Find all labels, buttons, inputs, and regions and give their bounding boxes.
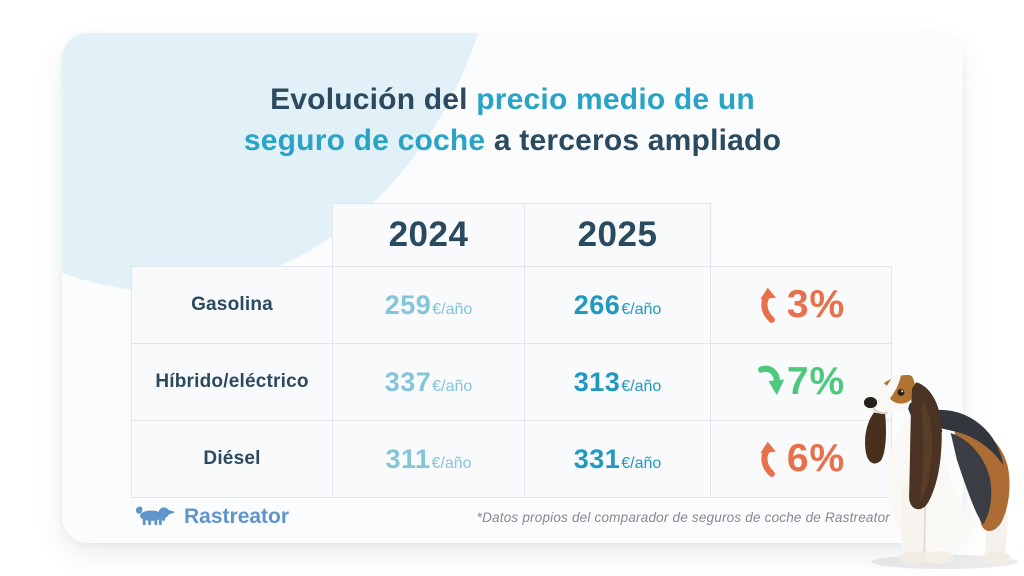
price-2024-cell: 311€/año	[332, 420, 525, 498]
trend-up-icon	[760, 441, 776, 477]
year-header-2025: 2025	[524, 203, 711, 267]
card-footer: Rastreator *Datos propios del comparador…	[133, 499, 890, 535]
header-spacer	[711, 204, 892, 267]
basset-hound-photo	[863, 374, 1018, 569]
price-2025-cell: 331€/año	[524, 420, 711, 498]
change-cell: 7%	[710, 343, 892, 421]
footer-note: *Datos propios del comparador de seguros…	[476, 509, 890, 525]
change-cell: 6%	[710, 420, 892, 498]
price-unit: €/año	[621, 377, 662, 395]
change-indicator: 3%	[711, 283, 891, 327]
card: Evolución del precio medio de un seguro …	[62, 33, 963, 543]
change-percent: 3%	[786, 283, 846, 326]
title-segment: seguro de coche	[243, 124, 486, 157]
change-indicator: 6%	[711, 437, 891, 481]
price-unit: €/año	[431, 454, 472, 472]
price-2025-cell: 313€/año	[524, 343, 711, 421]
header-row: 2024 2025	[132, 203, 892, 267]
price-value: 311	[385, 443, 431, 474]
price-unit: €/año	[432, 300, 473, 318]
price-value: 266	[573, 289, 621, 320]
row-label: Híbrido/eléctrico	[131, 343, 333, 421]
table-row: Híbrido/eléctrico 337€/año 313€/año 7%	[131, 343, 892, 421]
trend-down-icon	[757, 365, 784, 396]
page-title: Evolución del precio medio de un seguro …	[62, 79, 963, 161]
table-row: Diésel 311€/año 331€/año 6%	[131, 420, 892, 498]
price-2024-cell: 259€/año	[332, 266, 525, 344]
change-indicator: 7%	[711, 360, 891, 404]
rastreator-logo: Rastreator	[133, 504, 289, 531]
price-value: 337	[384, 366, 432, 397]
logo-text: Rastreator	[184, 505, 290, 528]
price-value: 313	[573, 366, 621, 397]
row-label: Diésel	[131, 420, 333, 498]
change-cell: 3%	[710, 266, 892, 344]
title-segment: Evolución del	[270, 83, 468, 116]
price-2025-cell: 266€/año	[524, 266, 711, 344]
table-row: Gasolina 259€/año 266€/año 3%	[131, 266, 892, 344]
price-unit: €/año	[432, 377, 473, 395]
price-value: 331	[573, 443, 621, 474]
title-segment: precio medio de un	[476, 83, 755, 116]
header-spacer	[132, 204, 333, 267]
price-unit: €/año	[621, 454, 662, 472]
title-segment: a terceros ampliado	[493, 124, 782, 157]
trend-up-icon	[760, 287, 776, 323]
year-header-2024: 2024	[332, 203, 525, 267]
price-value: 259	[384, 289, 432, 320]
rastreator-dog-logo-icon	[135, 506, 175, 525]
price-2024-cell: 337€/año	[332, 343, 525, 421]
price-table: 2024 2025 Gasolina 259€/año 266€/año 3%	[131, 203, 892, 498]
row-label: Gasolina	[131, 266, 333, 344]
price-unit: €/año	[621, 300, 662, 318]
change-percent: 7%	[786, 360, 846, 403]
change-percent: 6%	[786, 437, 846, 480]
